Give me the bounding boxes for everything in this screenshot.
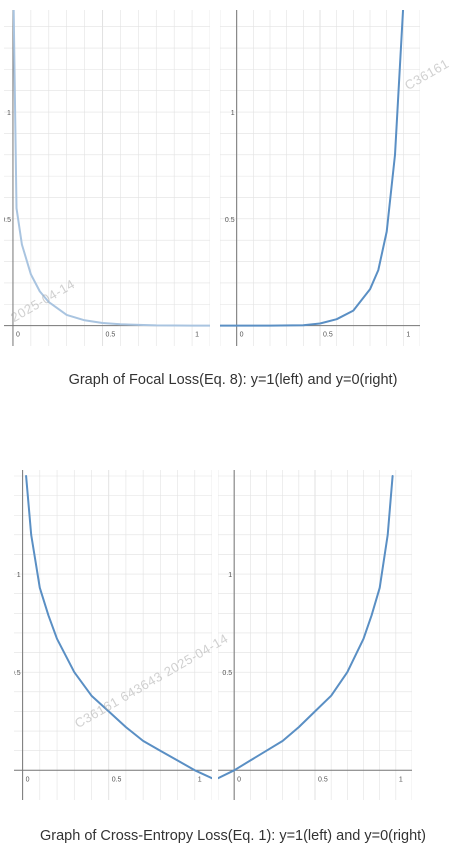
focal-left-plot: 0 0.5 1 0.5 1 bbox=[4, 10, 210, 346]
y-tick-label: 1 bbox=[7, 110, 11, 117]
series-line bbox=[25, 475, 212, 780]
y-tick-label: 1 bbox=[231, 110, 235, 117]
x-tick-label: 1 bbox=[399, 776, 403, 783]
x-tick-label: 0.5 bbox=[318, 776, 328, 783]
ce-right-chart: 0 0.5 1 0.5 1 bbox=[218, 470, 412, 800]
ce-right-plot: 0 0.5 1 0.5 1 bbox=[218, 470, 412, 800]
series-line bbox=[12, 10, 210, 327]
y-tick-label: 0.5 bbox=[14, 670, 21, 677]
focal-left-chart: 0 0.5 1 0.5 1 bbox=[4, 10, 210, 346]
ce-left-plot: 0 0.5 1 0.5 1 bbox=[14, 470, 212, 800]
x-tick-label: 1 bbox=[195, 332, 199, 339]
focal-right-chart: 0 0.5 1 0.5 1 bbox=[220, 10, 420, 346]
y-tick-label: 1 bbox=[228, 572, 232, 579]
ce-caption: Graph of Cross-Entropy Loss(Eq. 1): y=1(… bbox=[39, 828, 427, 844]
x-tick-label: 0 bbox=[26, 776, 30, 783]
x-tick-label: 1 bbox=[198, 776, 202, 783]
y-tick-label: 0.5 bbox=[225, 217, 235, 224]
ce-left-chart: 0 0.5 1 0.5 1 bbox=[14, 470, 212, 800]
focal-right-plot: 0 0.5 1 0.5 1 bbox=[220, 10, 420, 346]
series-line bbox=[218, 475, 394, 780]
y-tick-label: 1 bbox=[17, 572, 21, 579]
x-tick-label: 0.5 bbox=[323, 332, 333, 339]
x-tick-label: 1 bbox=[406, 332, 410, 339]
x-tick-label: 0.5 bbox=[112, 776, 122, 783]
x-tick-label: 0 bbox=[240, 332, 244, 339]
series-line bbox=[220, 10, 405, 327]
y-tick-label: 0.5 bbox=[4, 217, 11, 224]
x-tick-label: 0.5 bbox=[106, 332, 116, 339]
x-tick-label: 0 bbox=[16, 332, 20, 339]
x-tick-label: 0 bbox=[237, 776, 241, 783]
focal-caption: Graph of Focal Loss(Eq. 8): y=1(left) an… bbox=[68, 372, 398, 388]
y-tick-label: 0.5 bbox=[222, 670, 232, 677]
